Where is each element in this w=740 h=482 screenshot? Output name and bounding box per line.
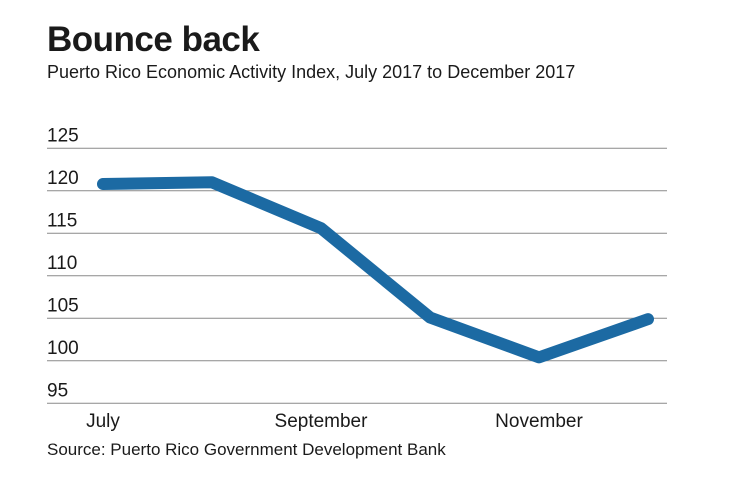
- y-tick-label: 95: [47, 380, 68, 401]
- source-note: Source: Puerto Rico Government Developme…: [47, 440, 446, 459]
- y-tick-label: 115: [47, 210, 77, 231]
- y-tick-label: 100: [47, 338, 79, 359]
- x-tick-label: September: [275, 411, 369, 432]
- chart-title: Bounce back: [47, 20, 260, 59]
- x-tick-label: November: [495, 411, 583, 432]
- y-tick-label: 120: [47, 168, 79, 189]
- y-tick-label: 125: [47, 125, 79, 146]
- x-tick-label: July: [86, 411, 120, 432]
- y-tick-label: 110: [47, 253, 77, 274]
- series-line: [97, 176, 654, 364]
- chart-subtitle: Puerto Rico Economic Activity Index, Jul…: [47, 62, 576, 82]
- y-tick-label: 105: [47, 295, 79, 316]
